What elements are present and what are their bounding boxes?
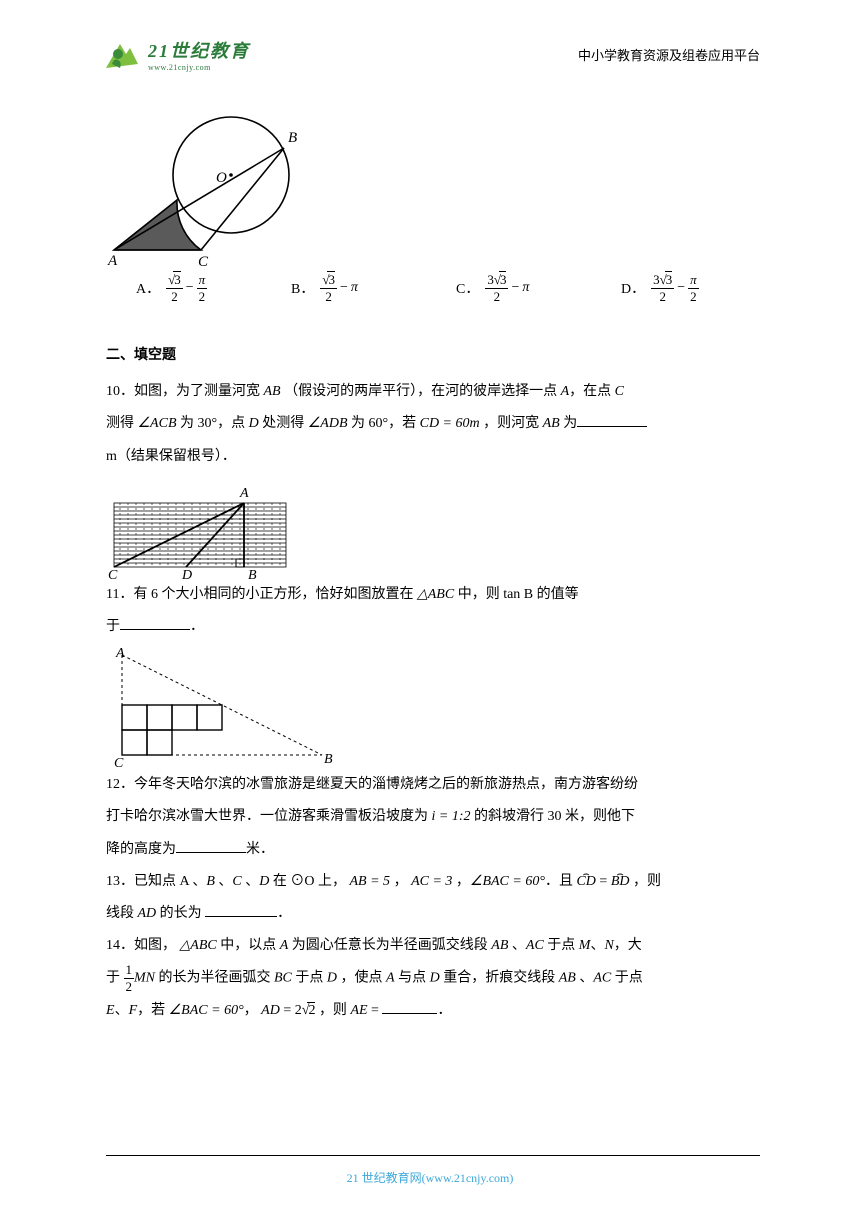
logo-text: 21世纪教育 www.21cnjy.com — [148, 37, 250, 72]
river-figure: A B C D — [106, 479, 760, 579]
logo-icon — [100, 34, 144, 74]
question-12: 12．今年冬天哈尔滨的冰雪旅游是继夏天的淄博烧烤之后的新旅游热点，南方游客纷纷 … — [106, 769, 760, 866]
option-d-label: D． — [621, 278, 645, 298]
question-10: 10．如图，为了测量河宽 AB （假设河的两岸平行），在河的彼岸选择一点 A，在… — [106, 376, 760, 473]
option-c-label: C． — [456, 278, 479, 298]
question-14: 14．如图， △ABC 中，以点 A 为圆心任意长为半径画弧交线段 AB 、AC… — [106, 930, 760, 1027]
option-a-term1: 3 2 — [166, 272, 183, 304]
option-d-term1: 33 2 — [651, 272, 674, 304]
blank-13 — [205, 903, 277, 917]
blank-10 — [577, 413, 647, 427]
header-right-text: 中小学教育资源及组卷应用平台 — [578, 45, 760, 64]
logo-main-text: 21世纪教育 — [148, 37, 250, 63]
options-row: A． 3 2 − π 2 B． 3 2 − π C． 33 2 — [106, 272, 760, 304]
footer-line — [106, 1155, 760, 1156]
svg-text:A: A — [239, 486, 249, 501]
svg-text:O: O — [216, 170, 227, 186]
question-11: 11．有 6 个大小相同的小正方形，恰好如图放置在 △ABC 中，则 tan B… — [106, 579, 760, 643]
svg-text:A: A — [107, 253, 118, 269]
option-a-label: A． — [136, 278, 160, 298]
blank-14 — [382, 1000, 437, 1014]
footer-text: 21 世纪教育网(www.21cnjy.com) — [0, 1169, 860, 1186]
svg-text:A: A — [115, 647, 125, 661]
option-c: C． 33 2 − π — [456, 272, 621, 304]
option-b: B． 3 2 − π — [291, 272, 456, 304]
blank-12 — [176, 839, 246, 853]
page-header: 21世纪教育 www.21cnjy.com 中小学教育资源及组卷应用平台 — [0, 0, 860, 90]
blank-11 — [120, 616, 190, 630]
question-13: 13．已知点 A 、B 、C 、D 在 ⊙O 上， AB = 5 ， AC = … — [106, 866, 760, 930]
svg-text:B: B — [248, 568, 257, 579]
svg-text:C: C — [114, 756, 124, 769]
option-b-label: B． — [291, 278, 314, 298]
option-a-term2: π 2 — [197, 272, 208, 304]
option-b-term1: 3 2 — [320, 272, 337, 304]
circle-figure: A B C O — [106, 110, 760, 270]
squares-figure: A B C — [106, 647, 760, 769]
svg-text:B: B — [288, 130, 297, 146]
logo: 21世纪教育 www.21cnjy.com — [100, 34, 250, 74]
content-area: A B C O A． 3 2 − π 2 B． 3 2 − π — [0, 110, 860, 1027]
option-d: D． 33 2 − π 2 — [621, 272, 741, 304]
svg-text:B: B — [324, 752, 333, 767]
svg-text:C: C — [108, 568, 118, 579]
logo-url-text: www.21cnjy.com — [148, 63, 250, 72]
svg-text:D: D — [181, 568, 192, 579]
section-heading: 二、填空题 — [106, 344, 760, 364]
option-a: A． 3 2 − π 2 — [136, 272, 291, 304]
option-d-term2: π 2 — [688, 272, 699, 304]
option-c-term1: 33 2 — [485, 272, 508, 304]
svg-text:C: C — [198, 254, 209, 270]
